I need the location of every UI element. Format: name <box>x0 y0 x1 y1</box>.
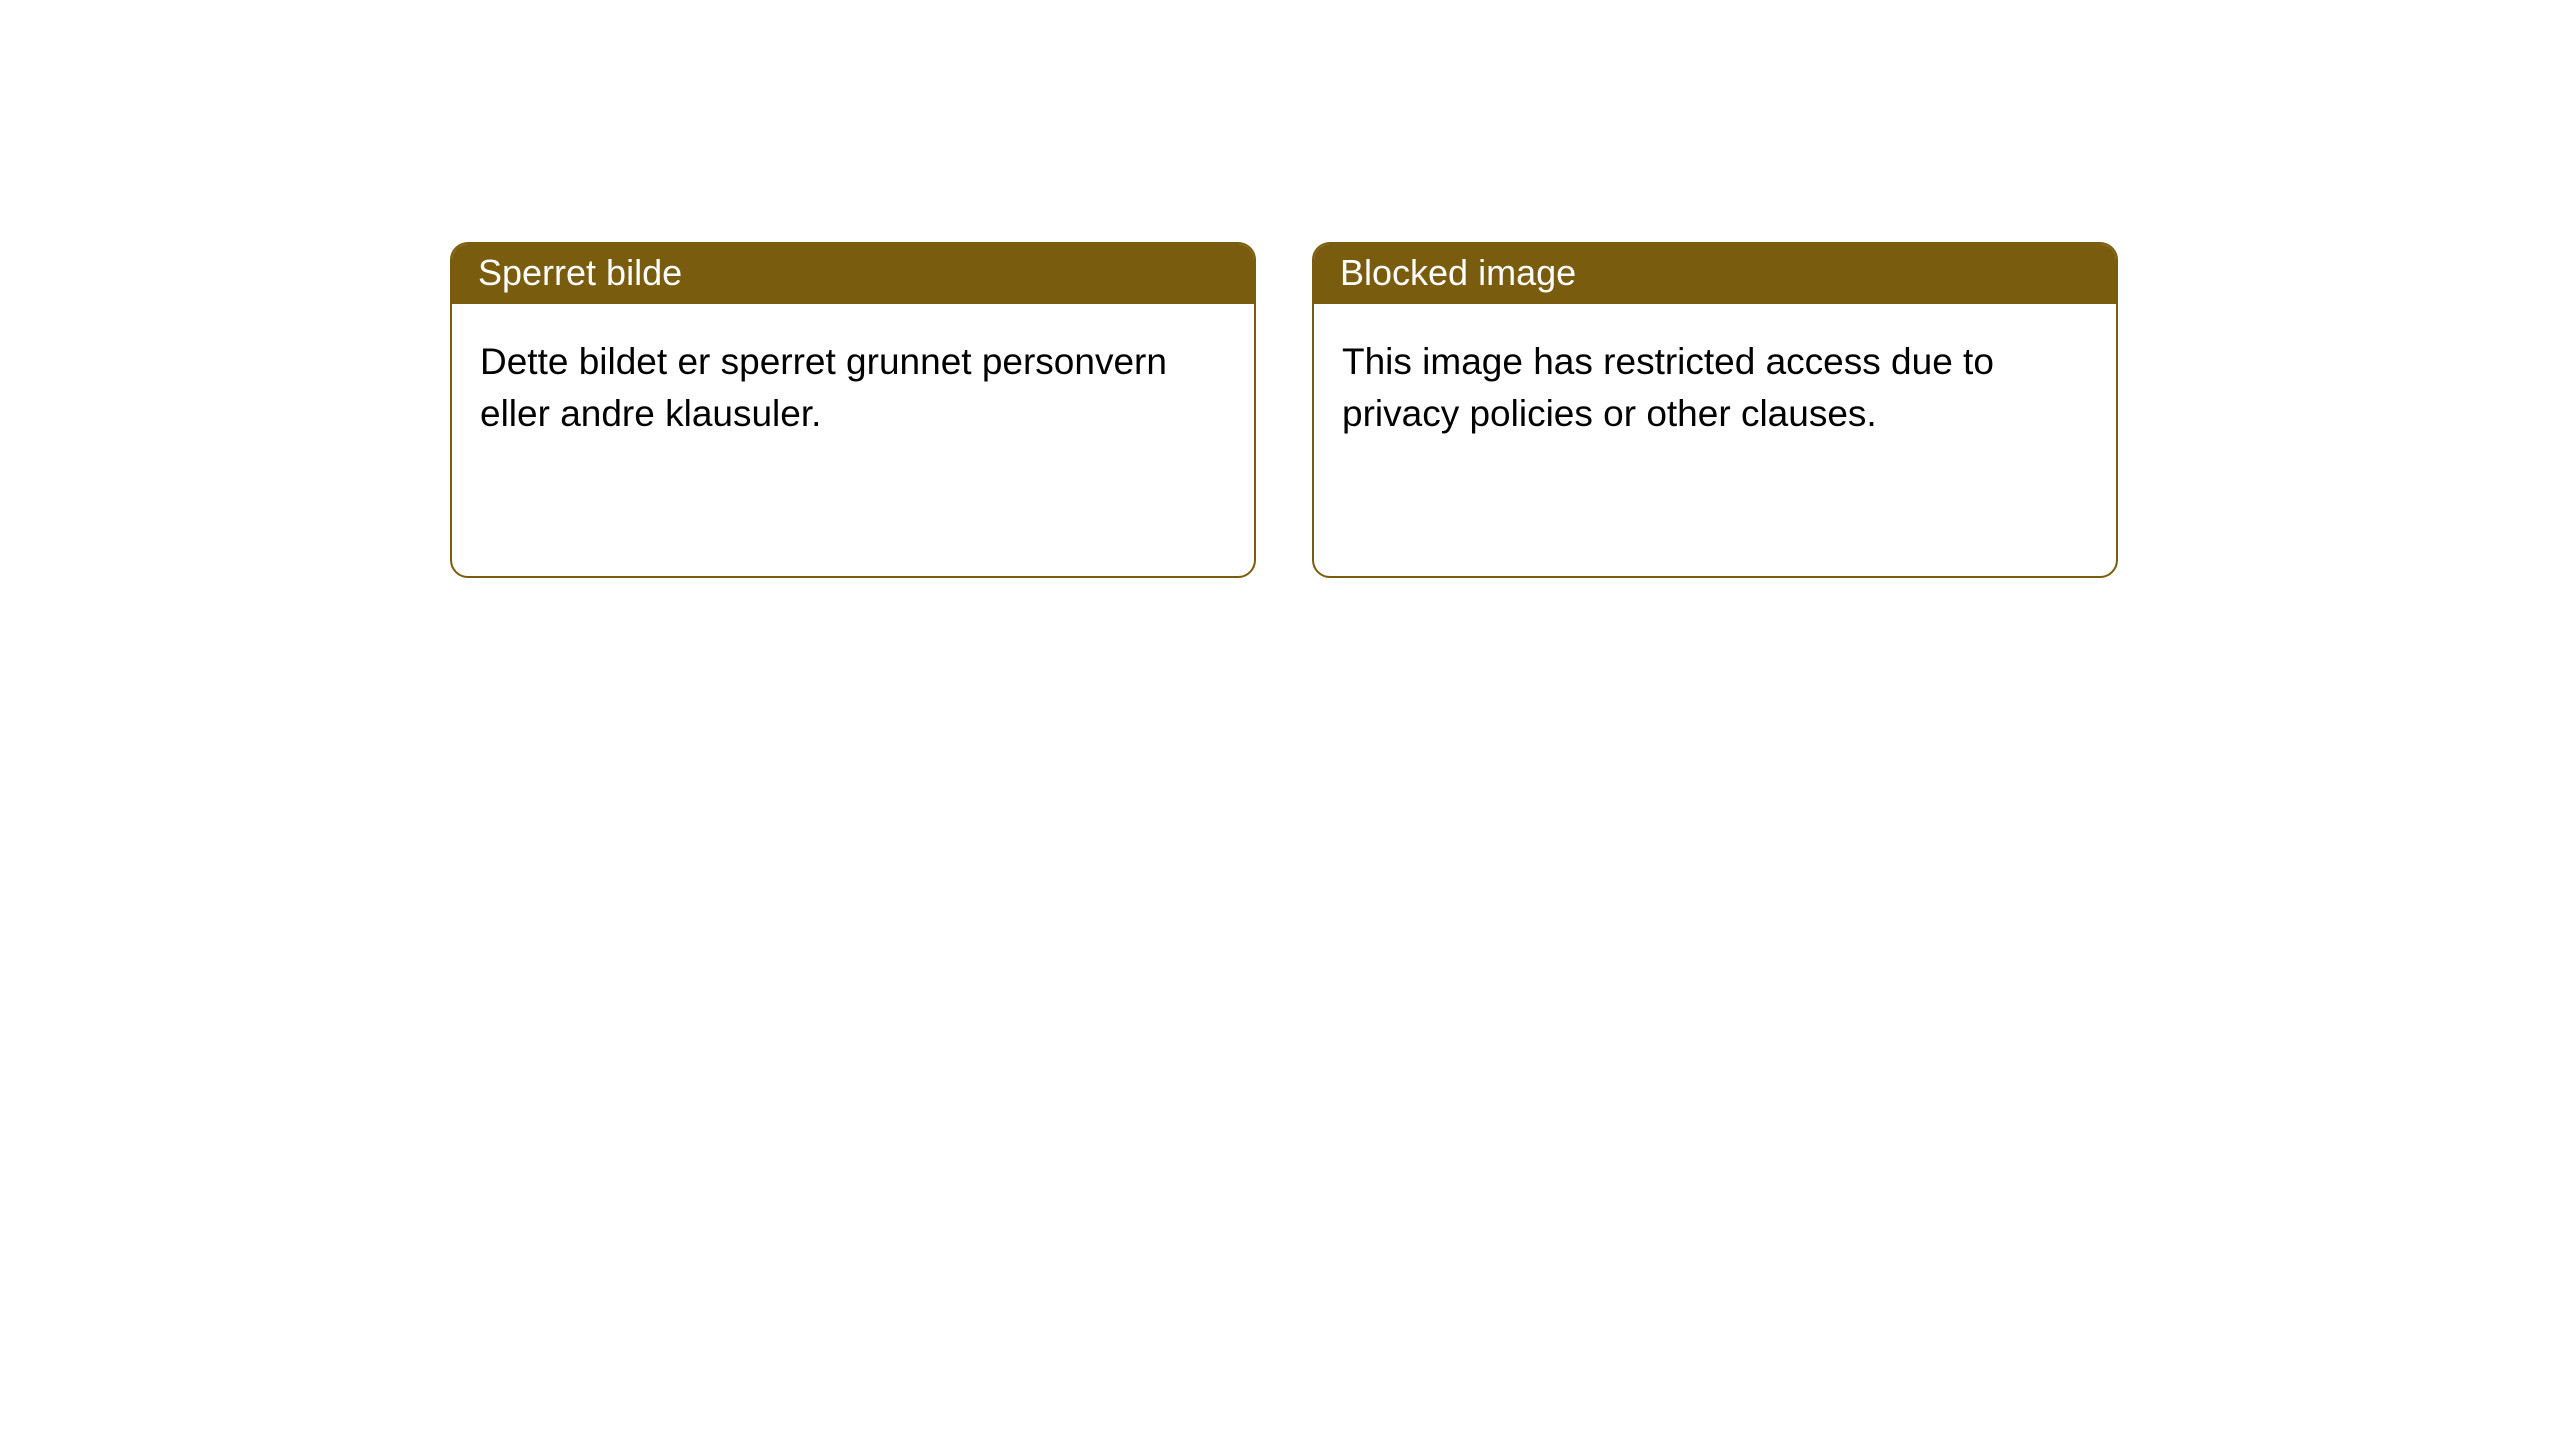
notice-title-norwegian: Sperret bilde <box>478 252 682 293</box>
notice-body-norwegian: Dette bildet er sperret grunnet personve… <box>452 304 1254 576</box>
notice-text-english: This image has restricted access due to … <box>1342 336 2088 440</box>
notice-header-english: Blocked image <box>1314 244 2116 304</box>
notice-text-norwegian: Dette bildet er sperret grunnet personve… <box>480 336 1226 440</box>
notice-title-english: Blocked image <box>1340 252 1576 293</box>
notice-container: Sperret bilde Dette bildet er sperret gr… <box>0 0 2560 578</box>
notice-body-english: This image has restricted access due to … <box>1314 304 2116 576</box>
notice-card-norwegian: Sperret bilde Dette bildet er sperret gr… <box>450 242 1256 578</box>
notice-header-norwegian: Sperret bilde <box>452 244 1254 304</box>
notice-card-english: Blocked image This image has restricted … <box>1312 242 2118 578</box>
